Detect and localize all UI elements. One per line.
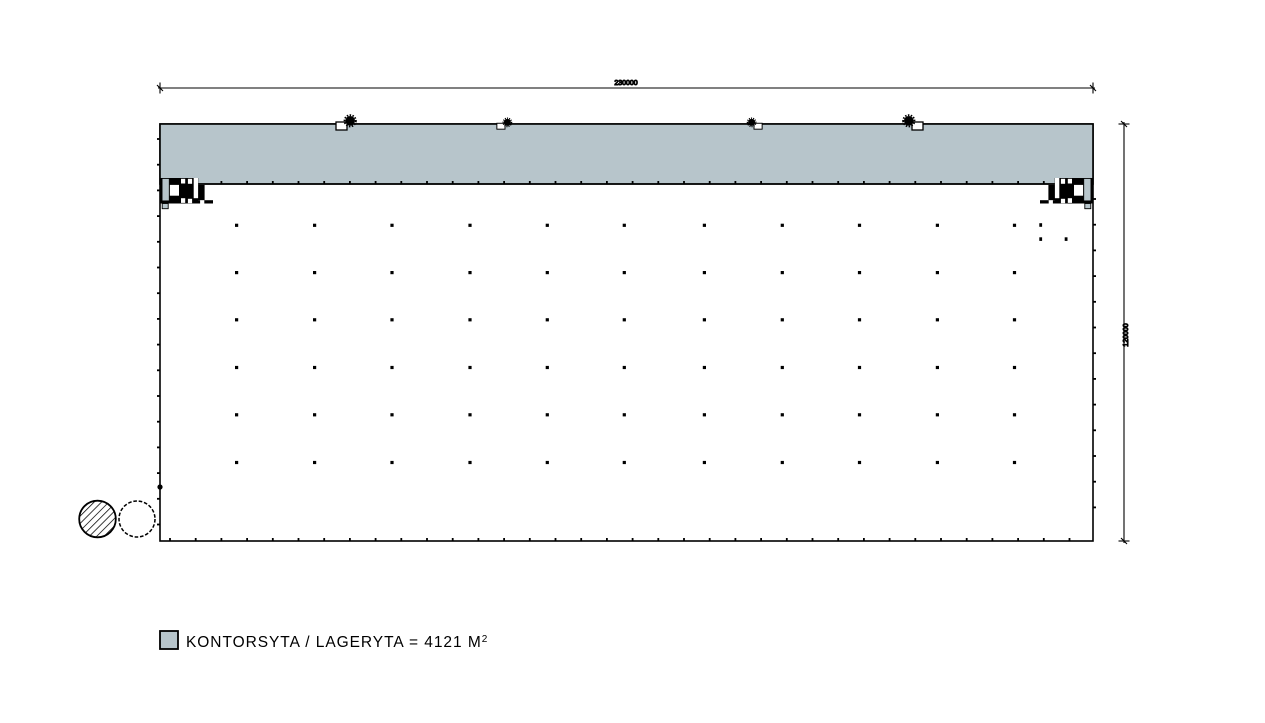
svg-text:230000: 230000 <box>614 80 637 87</box>
svg-text:120000: 120000 <box>1123 323 1130 346</box>
svg-text:KONTORSYTA / LAGERYTA = 4121 M: KONTORSYTA / LAGERYTA = 4121 M2 <box>186 634 488 652</box>
